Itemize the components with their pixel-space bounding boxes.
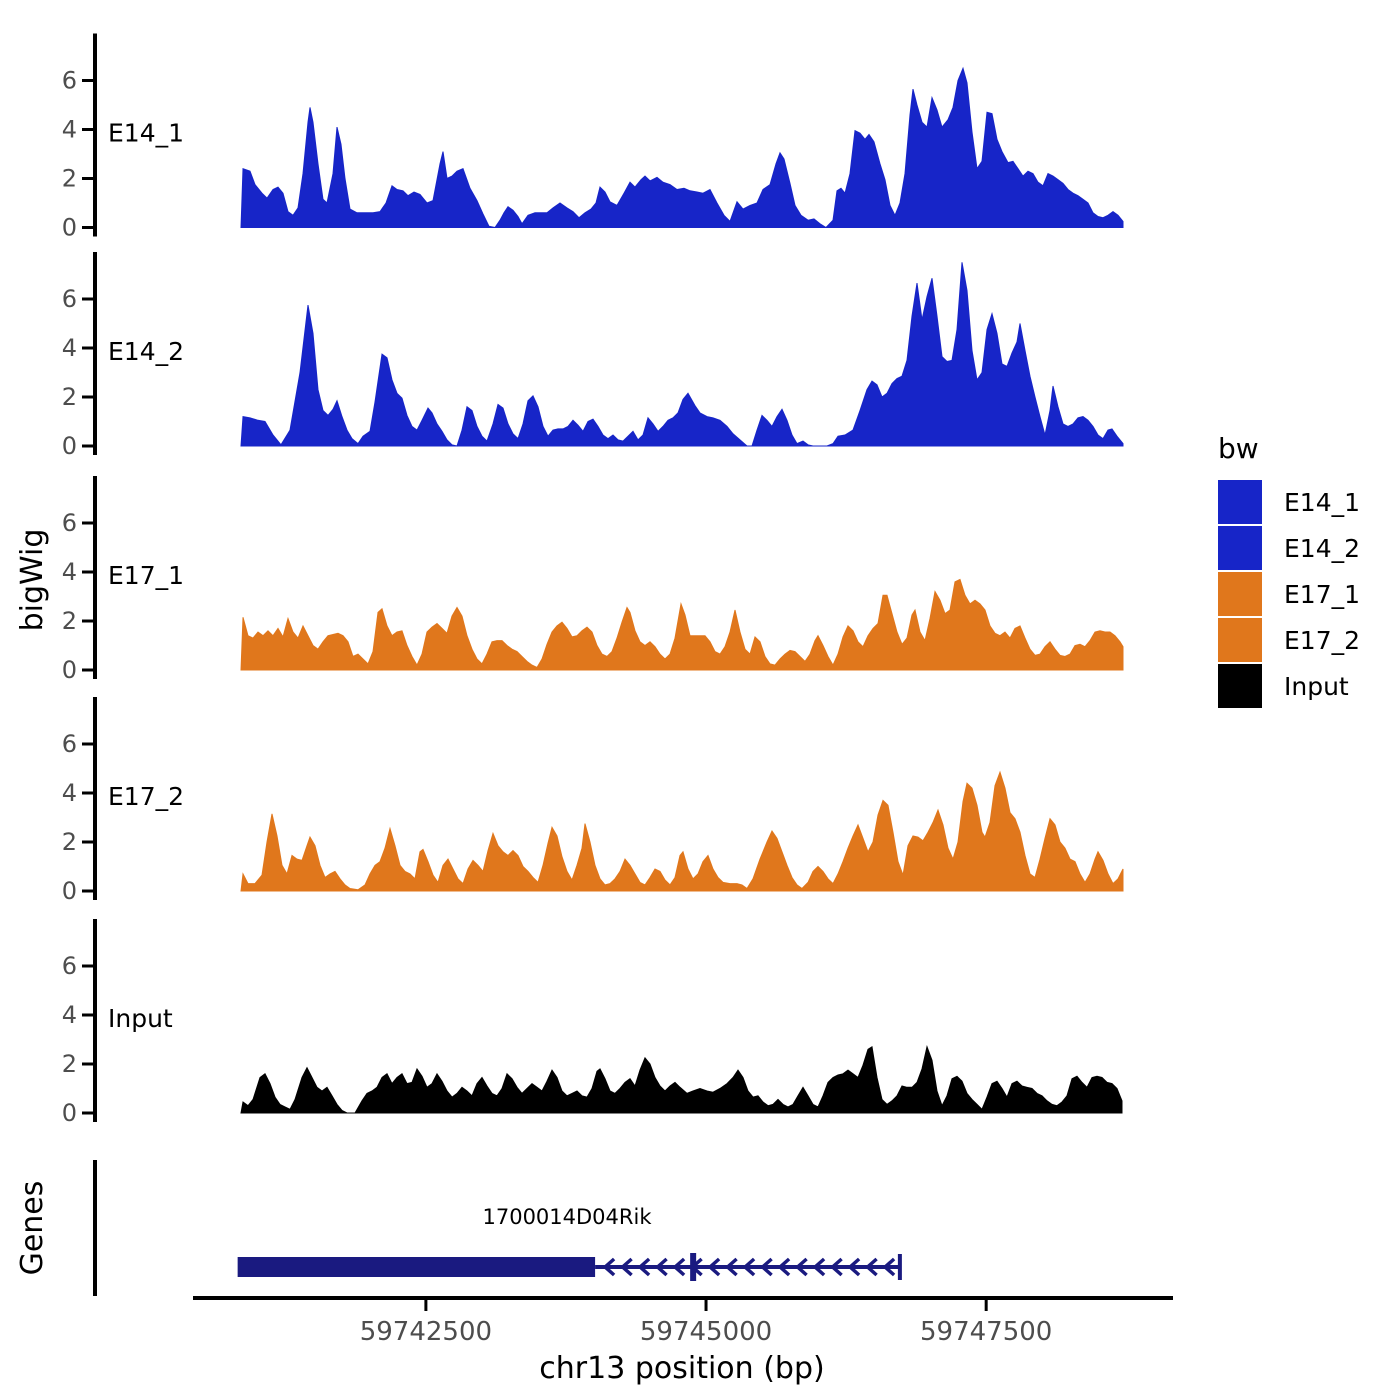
y-tick-label: 0: [62, 656, 77, 684]
legend: E14_1 E14_2 E17_1 E17_2 Input: [1218, 480, 1360, 708]
legend-key-E14_1: [1218, 480, 1262, 524]
y-tick-label: 6: [62, 509, 77, 537]
y-tick-label: 2: [62, 1050, 77, 1078]
y-tick-label: 6: [62, 285, 77, 313]
gene-exon-box: [237, 1257, 596, 1277]
y-tick-label: 4: [62, 558, 77, 586]
y-tick-label: 6: [62, 952, 77, 980]
x-tick-label: 59742500: [360, 1317, 492, 1347]
track-label-E14_1: E14_1: [108, 119, 184, 148]
x-tick-label: 59745000: [640, 1317, 772, 1347]
strand-arrow-icon: [637, 1257, 651, 1277]
strand-arrow-icon: [707, 1257, 721, 1277]
signal-area-E17_1: [240, 578, 1124, 671]
strand-arrow-icon: [864, 1257, 878, 1277]
y-tick-label: 0: [62, 1099, 77, 1127]
genes-panel-title: Genes: [15, 1181, 50, 1276]
track-label-E17_2: E17_2: [108, 782, 184, 811]
y-tick-label: 0: [62, 214, 77, 242]
legend-label-E17_2: E17_2: [1284, 626, 1360, 655]
signal-area-E17_2: [240, 770, 1124, 892]
strand-arrow-icon: [794, 1257, 808, 1277]
axes-layer: 0 2 4 6 0 2 4 6 0 2 4 6 0 2 4 6 0 2 4 6 59742500 59745000 5974…: [62, 33, 1173, 1347]
strand-arrow-icon: [602, 1257, 616, 1277]
y-tick-label: 6: [62, 67, 77, 95]
x-tick-label: 59747500: [920, 1317, 1052, 1347]
strand-arrow-icon: [672, 1257, 686, 1277]
signal-area-E14_2: [240, 262, 1124, 447]
strand-arrow-icon: [724, 1257, 738, 1277]
gene-inner-exon-tick: [690, 1253, 697, 1281]
track-label-Input: Input: [108, 1004, 173, 1033]
strand-arrow-icon: [742, 1257, 756, 1277]
strand-arrow-icon: [619, 1257, 633, 1277]
y-tick-label: 4: [62, 779, 77, 807]
legend-label-Input: Input: [1284, 672, 1349, 701]
y-tick-label: 2: [62, 607, 77, 635]
y-tick-label: 6: [62, 730, 77, 758]
gene-name-label: 1700014D04Rik: [482, 1205, 652, 1229]
strand-arrow-icon: [654, 1257, 668, 1277]
legend-key-E17_2: [1218, 618, 1262, 662]
strand-arrow-icon: [812, 1257, 826, 1277]
y-tick-label: 0: [62, 877, 77, 905]
legend-label-E14_2: E14_2: [1284, 534, 1360, 563]
legend-label-E17_1: E17_1: [1284, 580, 1360, 609]
strand-arrow-icon: [882, 1257, 896, 1277]
y-tick-label: 0: [62, 432, 77, 460]
signal-area-Input: [240, 1045, 1123, 1114]
strand-arrow-icon: [847, 1257, 861, 1277]
legend-key-E14_2: [1218, 526, 1262, 570]
gene-model-track: [237, 1253, 902, 1281]
y-tick-label: 2: [62, 828, 77, 856]
strand-arrow-icon: [777, 1257, 791, 1277]
legend-label-E14_1: E14_1: [1284, 488, 1360, 517]
track-labels-layer: E14_1 E14_2 E17_1 E17_2 Input: [108, 119, 184, 1034]
legend-key-Input: [1218, 664, 1262, 708]
y-tick-label: 4: [62, 334, 77, 362]
y-tick-label: 4: [62, 1001, 77, 1029]
track-label-E17_1: E17_1: [108, 561, 184, 590]
signal-track-areas: [240, 66, 1124, 1114]
signal-area-E14_1: [240, 66, 1124, 229]
x-axis-title: chr13 position (bp): [539, 1351, 824, 1386]
legend-key-E17_1: [1218, 572, 1262, 616]
y-tick-label: 2: [62, 383, 77, 411]
gene-end-bar: [897, 1254, 902, 1280]
legend-title: bw: [1218, 432, 1259, 465]
y-tick-label: 2: [62, 165, 77, 193]
strand-arrow-icon: [829, 1257, 843, 1277]
y-tick-label: 4: [62, 116, 77, 144]
strand-arrow-icon: [759, 1257, 773, 1277]
track-label-E14_2: E14_2: [108, 337, 184, 366]
y-axis-title: bigWig: [15, 529, 50, 632]
